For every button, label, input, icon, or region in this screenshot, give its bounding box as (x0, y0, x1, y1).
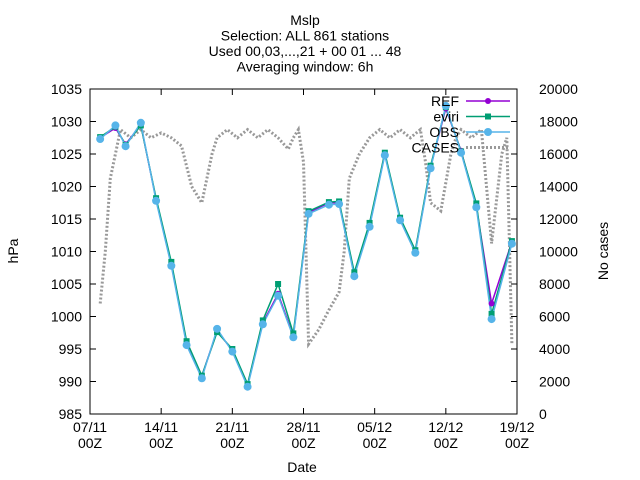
legend-label: OBS (429, 124, 459, 140)
title-line: Used 00,03,...,21 + 00 01 ... 48 (209, 43, 402, 59)
x-tick-label: 07/11 (73, 419, 107, 435)
data-point-obs (111, 121, 120, 130)
data-point-obs (365, 222, 374, 231)
legend-marker (485, 98, 491, 104)
legend-marker (484, 128, 492, 136)
legend-label: CASES (412, 140, 459, 156)
y-tick-label: 990 (59, 374, 83, 390)
data-point-obs (324, 200, 333, 209)
data-point-obs (396, 216, 405, 225)
x-tick-label: 28/11 (287, 419, 321, 435)
x-tick-label: 19/12 (499, 419, 534, 435)
data-point-eviri (275, 281, 282, 287)
data-point-obs (121, 142, 130, 151)
y2-tick-label: 6000 (539, 309, 570, 325)
y2-tick-label: 8000 (539, 276, 570, 292)
series-points (96, 101, 516, 391)
y-tick-label: 985 (59, 406, 83, 422)
y-tick-label: 1005 (51, 276, 82, 292)
data-point-obs (507, 239, 516, 248)
data-point-obs (136, 118, 145, 127)
x-tick-label-hour: 00Z (220, 435, 245, 451)
series-line-obs (99, 103, 513, 390)
data-point-ref (488, 300, 495, 307)
cases-layer (98, 125, 514, 349)
x-tick-label-hour: 00Z (505, 435, 530, 451)
y2-tick-label: 4000 (539, 341, 570, 357)
x-tick-label-hour: 00Z (149, 435, 174, 451)
x-tick-label: 05/12 (357, 419, 392, 435)
legend-marker (485, 113, 491, 120)
data-point-obs (411, 248, 420, 257)
y2-tick-label: 20000 (539, 81, 578, 97)
legend-label: eviri (433, 109, 459, 125)
series-lines (99, 103, 513, 390)
data-point-obs (182, 341, 191, 350)
data-point-obs (243, 382, 252, 391)
y2-tick-label: 2000 (539, 374, 570, 390)
y-tick-label: 1000 (51, 309, 82, 325)
title-line: Mslp (290, 12, 320, 28)
y2-tick-label: 0 (539, 406, 547, 422)
x-tick-label: 14/11 (144, 419, 178, 435)
data-point-obs (213, 324, 222, 333)
y-tick-label: 1035 (51, 81, 82, 97)
y2-tick-label: 16000 (539, 146, 578, 162)
data-point-obs (487, 315, 496, 324)
y-tick-label: 1015 (51, 211, 82, 227)
data-point-obs (380, 151, 389, 160)
data-point-obs (289, 333, 298, 342)
x-tick-label: 21/11 (215, 419, 249, 435)
data-point-obs (274, 291, 283, 300)
y2-tick-label: 18000 (539, 114, 578, 130)
y-tick-label: 1010 (51, 244, 82, 260)
y-tick-label: 995 (59, 341, 83, 357)
x-axis: 07/1100Z14/1100Z21/1100Z28/1100Z05/1200Z… (73, 89, 535, 451)
data-point-obs (472, 203, 481, 212)
legend-label: REF (431, 93, 459, 109)
data-point-eviri (488, 310, 495, 317)
data-point-obs (426, 164, 435, 173)
series-line-cases (98, 125, 514, 349)
x-tick-label-hour: 00Z (78, 435, 103, 451)
data-point-obs (258, 320, 267, 329)
y2-axis-label: No cases (595, 222, 611, 280)
x-axis-label: Date (287, 459, 317, 475)
x-tick-label-hour: 00Z (434, 435, 459, 451)
data-point-obs (350, 272, 359, 281)
data-point-obs (304, 209, 313, 218)
data-point-obs (335, 200, 344, 209)
data-point-obs (167, 261, 176, 270)
x-tick-label-hour: 00Z (363, 435, 388, 451)
y-tick-label: 1025 (51, 146, 82, 162)
y2-tick-label: 10000 (539, 244, 578, 260)
x-tick-label-hour: 00Z (291, 435, 316, 451)
data-point-obs (96, 135, 105, 144)
x-tick-label: 12/12 (428, 419, 463, 435)
title-line: Selection: ALL 861 stations (221, 28, 389, 44)
y-tick-label: 1020 (51, 179, 82, 195)
data-point-obs (197, 374, 206, 383)
data-point-obs (152, 196, 161, 205)
data-point-obs (441, 101, 450, 110)
y-axis-right: 0 2000 4000 6000 8000 10000 12000 14000 16000 180… (511, 81, 578, 422)
y2-tick-label: 14000 (539, 179, 578, 195)
data-point-obs (228, 347, 237, 356)
y-tick-label: 1030 (51, 114, 82, 130)
y-axis-label: hPa (5, 238, 21, 263)
title-line: Averaging window: 6h (237, 59, 374, 75)
y2-tick-label: 12000 (539, 211, 578, 227)
data-point-obs (457, 148, 466, 157)
